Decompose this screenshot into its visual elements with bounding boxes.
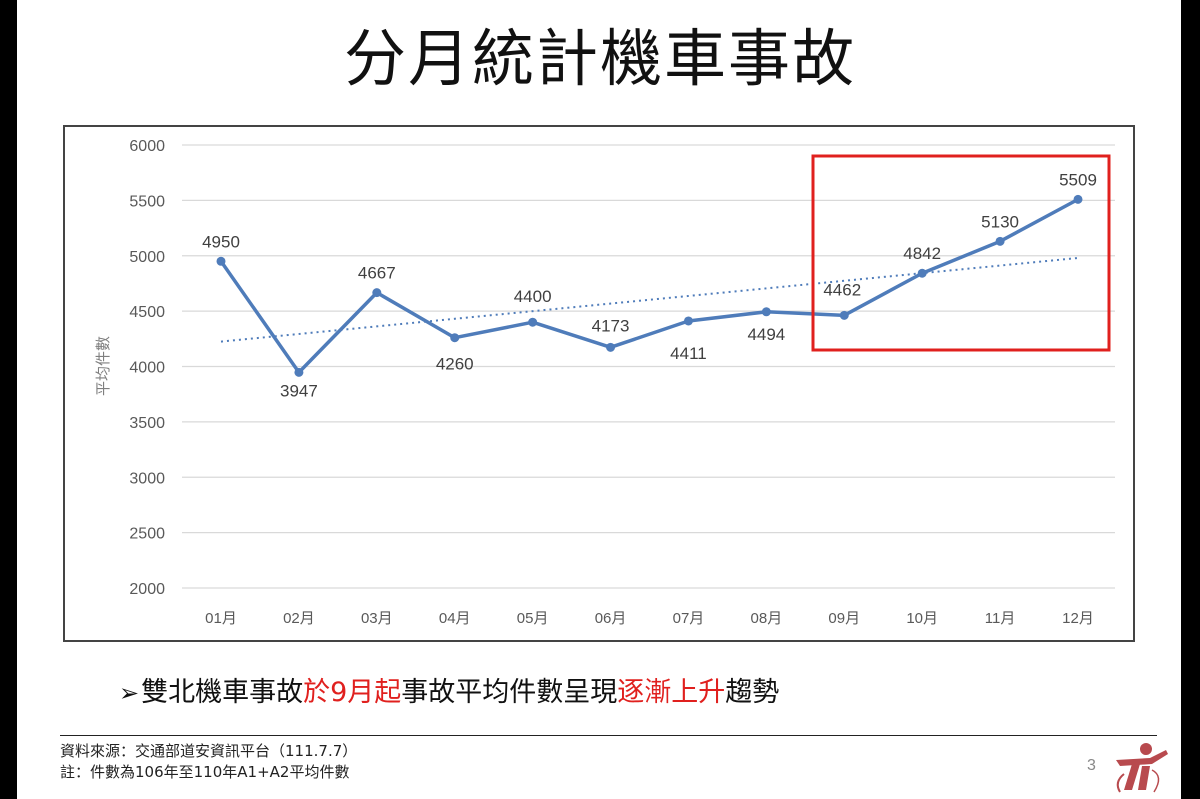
- data-label: 5130: [981, 212, 1019, 231]
- y-axis-label: 平均件數: [95, 336, 112, 396]
- data-point: [761, 307, 771, 317]
- data-label: 4173: [592, 316, 630, 335]
- source-note: 資料來源：交通部道安資訊平台（111.7.7）: [60, 742, 358, 760]
- data-point: [450, 333, 460, 343]
- bullet-segment: 事故平均件數呈現: [401, 677, 618, 708]
- x-tick-label: 11月: [985, 610, 1016, 627]
- y-tick-label: 2000: [129, 581, 165, 598]
- data-point: [528, 317, 538, 327]
- data-label: 4260: [436, 355, 474, 374]
- data-point: [839, 310, 849, 320]
- data-label: 4667: [358, 264, 396, 283]
- data-label: 5509: [1059, 170, 1097, 189]
- y-tick-label: 4500: [129, 304, 165, 321]
- x-tick-label: 02月: [283, 610, 315, 627]
- data-label: 3947: [280, 381, 318, 400]
- chart-canvas: 2000 2500 3000 3500 4000 4500 5000 5500 6000 平均件數…: [95, 138, 1115, 627]
- data-point: [917, 268, 927, 278]
- data-point: [216, 256, 226, 266]
- data-label: 4411: [670, 344, 707, 363]
- x-tick-label: 07月: [673, 610, 705, 627]
- data-point: [606, 342, 616, 352]
- data-label: 4842: [903, 244, 941, 263]
- x-tick-label: 10月: [906, 610, 938, 627]
- x-tick-label: 12月: [1062, 610, 1094, 627]
- highlight-box: [811, 154, 1111, 352]
- y-tick-label: 3500: [129, 415, 165, 432]
- data-point: [372, 288, 382, 298]
- trendline: [220, 256, 1079, 343]
- x-tick-label: 04月: [439, 610, 471, 627]
- page-number: 3: [1087, 757, 1096, 774]
- bullet-highlight: 於9月起: [303, 677, 402, 708]
- data-point: [683, 316, 693, 326]
- x-tick-label: 01月: [205, 610, 237, 627]
- data-point: [294, 367, 304, 377]
- data-label: 4950: [202, 232, 240, 251]
- bullet-segment: 趨勢: [725, 677, 780, 708]
- data-point: [1073, 194, 1083, 204]
- data-note: 註：件數為106年至110年A1+A2平均件數: [60, 763, 350, 781]
- y-tick-label: 6000: [129, 138, 165, 155]
- y-tick-label: 3000: [129, 470, 165, 487]
- bullet-segment: 雙北機車事故: [141, 677, 304, 708]
- bullet-highlight: 逐漸上升: [617, 677, 726, 708]
- data-line: [219, 197, 1079, 375]
- slide-title: 分月統計機車事故: [343, 22, 856, 95]
- footer: 資料來源：交通部道安資訊平台（111.7.7） 註：件數為106年至110年A1…: [60, 741, 357, 783]
- line-chart: 2000 2500 3000 3500 4000 4500 5000 5500 6000 平均件數…: [63, 125, 1135, 642]
- data-point: [995, 236, 1005, 246]
- y-tick-label: 5500: [129, 193, 165, 210]
- data-label: 4400: [514, 287, 552, 306]
- x-tick-label: 05月: [517, 610, 549, 627]
- organization-logo-icon: [1116, 743, 1168, 793]
- footer-divider: [60, 735, 1157, 736]
- summary-bullet: ➢雙北機車事故於9月起事故平均件數呈現逐漸上升趨勢: [119, 670, 779, 709]
- data-label: 4494: [747, 325, 785, 344]
- x-tick-label: 08月: [751, 610, 783, 627]
- y-tick-label: 2500: [129, 526, 165, 543]
- data-label: 4462: [823, 280, 861, 299]
- x-tick-label: 09月: [828, 610, 860, 627]
- arrow-bullet-icon: ➢: [119, 679, 140, 707]
- x-tick-label: 03月: [361, 610, 393, 627]
- x-tick-label: 06月: [595, 610, 627, 627]
- y-tick-label: 5000: [129, 249, 165, 266]
- y-tick-label: 4000: [129, 360, 165, 377]
